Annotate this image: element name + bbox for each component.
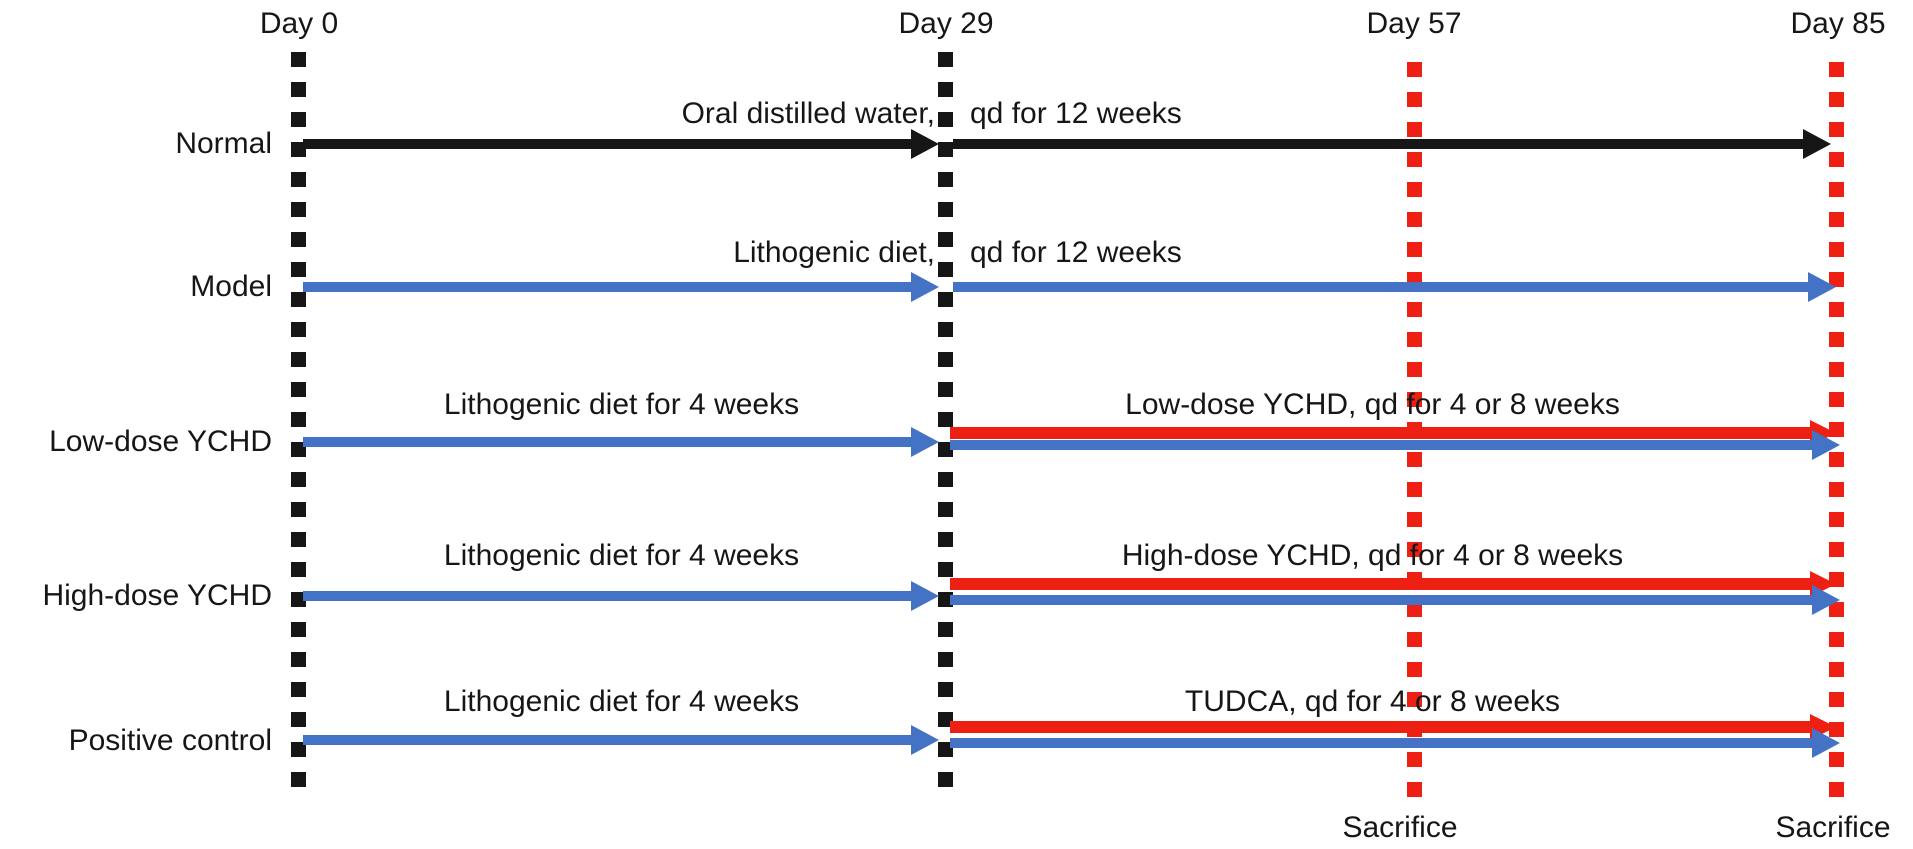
sacrifice-label-day85: Sacrifice (1775, 811, 1891, 844)
normal-phase2-label: qd for 12 weeks (970, 97, 1182, 130)
low-dose-phase1-label: Lithogenic diet for 4 weeks (443, 388, 800, 421)
group-label-model: Model (190, 270, 272, 303)
low-dose-phase2-label: Low-dose YCHD, qd for 4 or 8 weeks (1125, 388, 1620, 421)
normal-phase2-arrow-shaft (953, 139, 1803, 149)
low-dose-phase1-arrowhead (911, 427, 939, 457)
model-phase1-arrow-shaft (303, 282, 911, 292)
low-dose-phase2-arrowhead (1812, 430, 1840, 460)
group-label-normal: Normal (175, 127, 272, 160)
high-dose-phase2-arrow-shaft (950, 595, 1812, 605)
low-dose-treatment-arrow-shaft (950, 427, 1810, 439)
model-phase1-arrowhead (911, 272, 939, 302)
low-dose-phase1-arrow-shaft (303, 437, 911, 447)
timepoint-label-day85: Day 85 (1790, 7, 1886, 40)
positive-control-phase1-arrow-shaft (303, 735, 911, 745)
group-label-high-dose-ychd: High-dose YCHD (42, 579, 272, 612)
high-dose-phase1-label: Lithogenic diet for 4 weeks (443, 539, 800, 572)
normal-phase1-label: Oral distilled water, (681, 97, 935, 130)
timepoint-label-day0: Day 0 (259, 7, 339, 40)
normal-phase1-arrowhead (911, 129, 939, 159)
normal-phase2-arrowhead (1803, 129, 1831, 159)
high-dose-phase1-arrow-shaft (303, 591, 911, 601)
group-label-low-dose-ychd: Low-dose YCHD (49, 425, 272, 458)
sacrifice-label-day57: Sacrifice (1342, 811, 1458, 844)
high-dose-phase1-arrowhead (911, 581, 939, 611)
day0-dashed-line (291, 52, 306, 788)
positive-control-treatment-arrow-shaft (950, 721, 1810, 733)
model-phase2-arrow-shaft (953, 282, 1808, 292)
high-dose-treatment-arrow-shaft (950, 578, 1810, 590)
group-label-positive-control: Positive control (68, 724, 272, 757)
day29-dashed-line (938, 52, 953, 788)
high-dose-phase2-label: High-dose YCHD, qd for 4 or 8 weeks (1121, 539, 1624, 572)
positive-control-phase1-arrowhead (911, 725, 939, 755)
timepoint-label-day57: Day 57 (1366, 7, 1462, 40)
positive-control-phase2-label: TUDCA, qd for 4 or 8 weeks (1184, 685, 1561, 718)
positive-control-phase1-label: Lithogenic diet for 4 weeks (443, 685, 800, 718)
model-phase2-label: qd for 12 weeks (970, 236, 1182, 269)
positive-control-phase2-arrowhead (1812, 728, 1840, 758)
model-phase2-arrowhead (1808, 272, 1836, 302)
high-dose-phase2-arrowhead (1812, 585, 1840, 615)
low-dose-phase2-arrow-shaft (950, 440, 1812, 450)
timepoint-label-day29: Day 29 (898, 7, 994, 40)
normal-phase1-arrow-shaft (303, 139, 911, 149)
positive-control-phase2-arrow-shaft (950, 738, 1812, 748)
model-phase1-label: Lithogenic diet, (733, 236, 935, 269)
